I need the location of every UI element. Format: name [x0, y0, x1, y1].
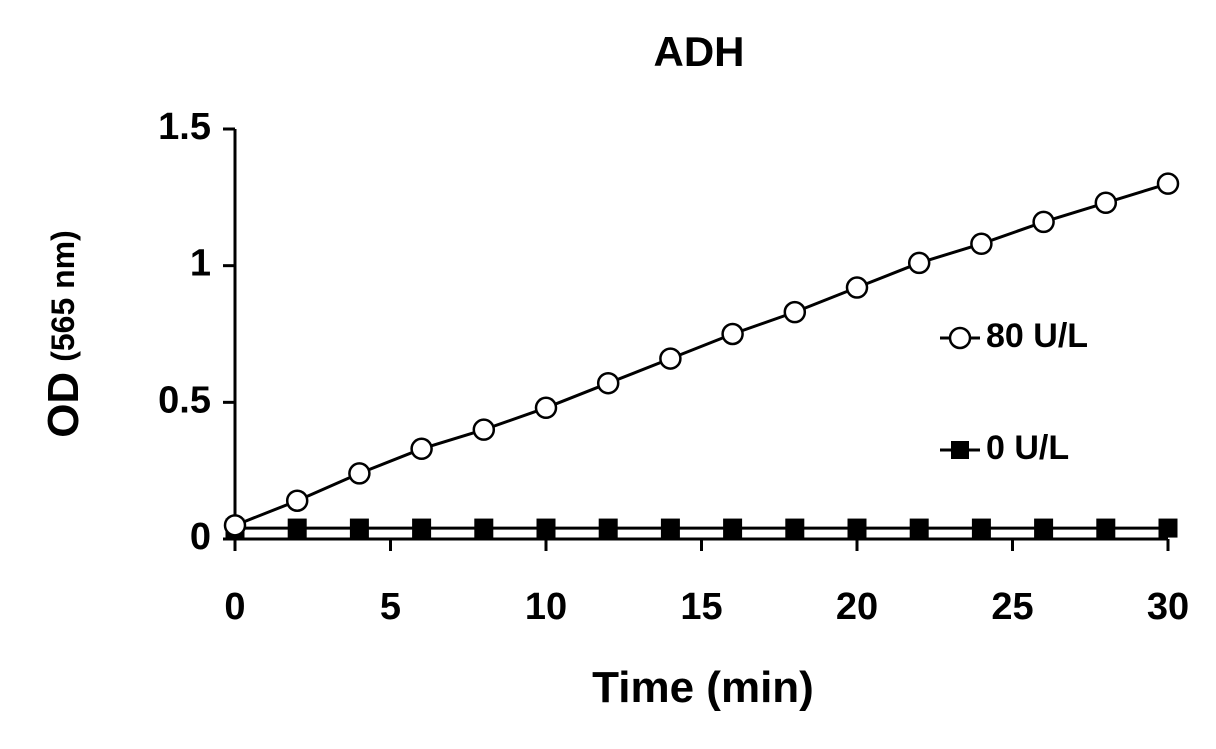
x-tick-label: 25 — [991, 586, 1033, 628]
data-point — [783, 300, 807, 324]
data-point — [474, 518, 494, 538]
data-point — [1094, 191, 1118, 215]
legend-marker — [951, 441, 969, 459]
data-point — [1156, 172, 1180, 195]
data-point — [287, 518, 307, 538]
y-tick-label: 0.5 — [158, 379, 211, 421]
y-tick-label: 1 — [190, 243, 211, 285]
x-tick-label: 10 — [525, 586, 567, 628]
x-tick-label: 5 — [380, 586, 401, 628]
data-point — [1032, 210, 1055, 234]
legend: 80 U/L 0 U/L — [940, 317, 1088, 467]
axes: 0 0.5 1 1.5 0 5 10 15 20 25 30 — [158, 106, 1189, 628]
data-point — [410, 437, 433, 461]
data-point — [534, 396, 558, 420]
series-80-u-l — [223, 172, 1180, 537]
legend-marker — [948, 326, 972, 350]
y-axis-label-unit: (565 nm) — [45, 230, 81, 362]
data-point — [909, 518, 929, 538]
data-point — [1158, 518, 1178, 538]
x-tick-label: 0 — [224, 586, 245, 628]
legend-item-0-u-l: 0 U/L — [940, 429, 1069, 467]
data-point — [659, 347, 682, 370]
legend-item-80-u-l: 80 U/L — [940, 317, 1088, 355]
chart-title: ADH — [654, 28, 745, 75]
data-point — [847, 518, 867, 538]
data-point — [412, 518, 432, 538]
data-point — [845, 276, 869, 299]
data-point — [1096, 518, 1116, 538]
data-point — [785, 518, 805, 538]
data-point — [1034, 518, 1054, 538]
data-point — [907, 251, 931, 275]
data-point — [660, 518, 680, 538]
x-axis-label: Time (min) — [592, 663, 814, 712]
legend-label: 80 U/L — [986, 317, 1088, 355]
y-tick-label: 0 — [190, 516, 211, 558]
y-tick-label: 1.5 — [158, 106, 211, 148]
data-point — [721, 322, 744, 346]
data-point — [349, 518, 369, 538]
series-0-u-l — [225, 518, 1178, 538]
x-tick-label: 30 — [1147, 586, 1189, 628]
legend-label: 0 U/L — [986, 429, 1069, 467]
data-point — [536, 518, 556, 538]
data-point — [348, 462, 371, 485]
x-tick-label: 15 — [680, 586, 722, 628]
data-point — [723, 518, 743, 538]
series-layer — [223, 172, 1180, 538]
data-point — [285, 489, 309, 512]
data-point — [223, 514, 247, 537]
y-axis-label: OD (565 nm) — [39, 230, 88, 438]
svg-text:OD(565 nm): OD (565 nm) — [39, 230, 88, 438]
y-axis-label-main: OD — [39, 372, 88, 438]
x-tick-label: 20 — [836, 586, 878, 628]
data-point — [971, 518, 991, 538]
series-line — [234, 182, 1169, 527]
data-point — [598, 518, 618, 538]
data-point — [472, 418, 496, 441]
data-point — [970, 232, 993, 256]
data-point — [596, 371, 620, 395]
